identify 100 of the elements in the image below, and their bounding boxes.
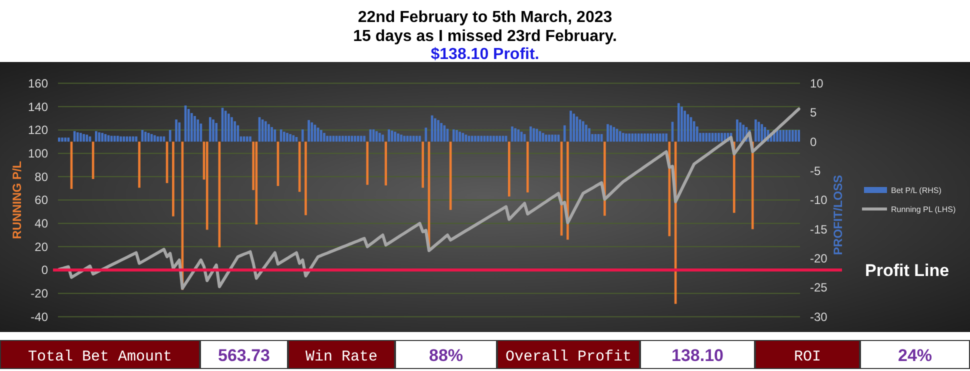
bar [338,136,341,142]
bar [511,126,514,142]
y2-tick-label: -25 [810,280,828,295]
bar [67,138,70,142]
bar [779,130,782,142]
text: 563.73 [218,346,270,365]
text: ROI [794,348,822,366]
bar [212,119,214,142]
bar [622,132,624,142]
bar [532,128,535,142]
bar [320,130,322,142]
bar [76,132,79,142]
bar [474,136,476,142]
bar [680,106,683,142]
bar [282,132,286,142]
y-tick-label: 160 [28,76,48,90]
bar [758,122,760,142]
bar [530,126,532,142]
bar [458,132,461,142]
bar [418,136,421,142]
bar [739,122,742,142]
bar [736,119,738,142]
bar [422,142,424,188]
bar [462,132,464,142]
bar [714,132,717,142]
bar [342,136,344,142]
y2-tick-label: -10 [810,193,828,208]
bar [384,142,388,186]
bar [196,119,200,142]
bar [646,133,649,142]
bar [554,134,557,142]
bar [270,127,273,142]
bar [548,134,550,142]
bar [489,136,492,142]
bar [264,121,267,142]
bar [61,138,64,142]
bar [610,125,612,142]
bar [104,134,107,142]
bar [400,134,402,142]
bar [246,136,248,142]
text: Win Rate [305,348,378,366]
y2-tick-label: 5 [810,106,817,120]
bar [348,136,350,142]
bar [215,122,218,142]
y2-tick-label: -5 [810,164,821,178]
bar [289,134,292,142]
bar [702,132,704,142]
bar [686,114,690,142]
y-tick-label: 20 [34,240,48,254]
bar [135,136,138,142]
bar [792,130,794,142]
bar [113,136,116,142]
bar [551,134,554,142]
bar [544,134,548,142]
bar [776,130,778,142]
bar [585,124,588,142]
bar [416,136,418,142]
bar [304,142,307,216]
bar [496,136,498,142]
bar [249,136,252,142]
bar [662,133,664,142]
y-tick-label: -40 [30,310,48,324]
bar [470,136,474,142]
bar [292,135,295,142]
bar [64,138,66,142]
bar [625,133,628,142]
y-tick-label: 60 [34,193,48,208]
bar [141,130,144,142]
bar [310,122,314,142]
bar [705,132,708,142]
y-tick-label: 40 [34,216,48,231]
bar [323,132,326,142]
bar [434,118,436,142]
bar [168,130,172,142]
bar [86,134,88,142]
bar [274,129,276,142]
bar [360,136,362,142]
bar [794,130,797,142]
line-series [58,107,800,290]
bar [640,133,643,142]
bar [456,130,458,142]
bar [209,117,212,142]
text: 24% [898,346,932,365]
bar [588,128,590,142]
bar [751,142,754,230]
bar [536,128,538,142]
bar [492,136,495,142]
bar [375,131,378,142]
bar [228,114,230,142]
bar [187,108,190,142]
y-tick-label: 100 [28,146,48,161]
bar [98,132,100,142]
chart-title: 22nd February to 5th March, 2023 [358,9,612,26]
bar [644,133,646,142]
y-tick-label: 0 [41,263,48,278]
bar [760,124,764,142]
bar [628,133,630,142]
bar [452,129,455,142]
bar [150,134,153,142]
bar [356,136,360,142]
